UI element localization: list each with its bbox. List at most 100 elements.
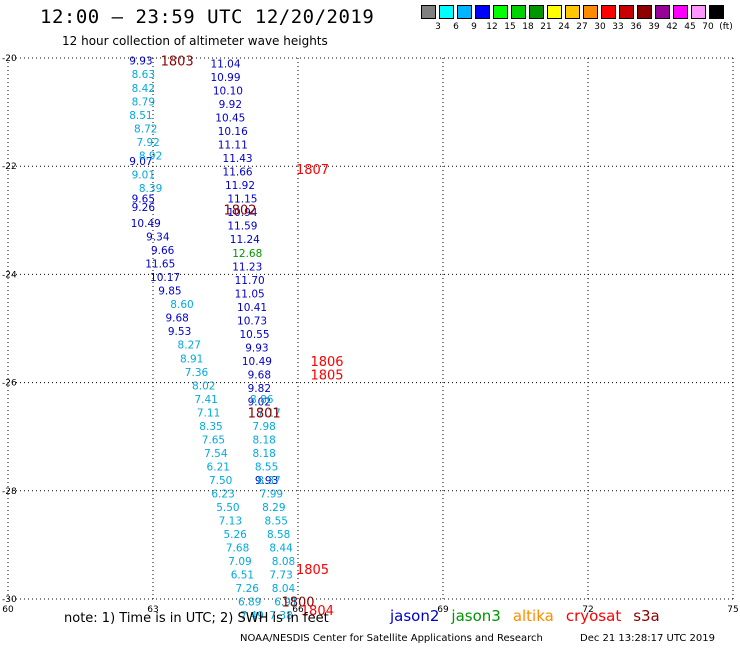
wave-height-value-jason2: 9.93 bbox=[255, 475, 278, 487]
wave-height-value-cryosat: 6.91 bbox=[274, 597, 297, 609]
legend-swatch bbox=[691, 5, 706, 19]
y-tick-label: -24 bbox=[2, 270, 17, 280]
wave-height-value-cryosat: 5.26 bbox=[223, 529, 247, 541]
wave-height-value-cryosat: 8.27 bbox=[178, 340, 201, 352]
wave-height-value-jason2: 10.99 bbox=[210, 72, 240, 84]
wave-height-value-cryosat: 8.92 bbox=[139, 150, 162, 162]
legend-swatch bbox=[439, 5, 454, 19]
legend-label: 30 bbox=[594, 22, 606, 32]
wave-height-value-cryosat: 7.09 bbox=[228, 556, 251, 568]
x-tick-label: 60 bbox=[2, 605, 14, 615]
wave-height-value-cryosat: 8.04 bbox=[272, 583, 296, 595]
wave-height-value-jason2: 11.70 bbox=[235, 275, 265, 287]
wave-height-value-cryosat: 8.60 bbox=[170, 299, 193, 311]
wave-height-value-jason2: 11.92 bbox=[225, 180, 255, 192]
legend-label: 15 bbox=[504, 22, 516, 32]
wave-height-value-jason2: 11.66 bbox=[223, 167, 253, 179]
wave-height-value-cryosat: 7.36 bbox=[185, 367, 209, 379]
wave-height-value-jason2: 9.07 bbox=[129, 156, 152, 168]
wave-height-value-jason2: 9.02 bbox=[248, 397, 271, 409]
wave-height-value-cryosat: 7.41 bbox=[194, 394, 217, 406]
wave-height-value-jason2: 10.49 bbox=[242, 356, 272, 368]
x-tick-label: 66 bbox=[292, 605, 304, 615]
x-tick-label: 72 bbox=[582, 605, 593, 615]
wave-height-value-jason2: 9.34 bbox=[146, 232, 170, 244]
wave-height-value-cryosat: 8.08 bbox=[272, 556, 295, 568]
wave-height-value-cryosat: 8.02 bbox=[192, 380, 215, 392]
wave-height-value-cryosat: 5.50 bbox=[216, 502, 239, 514]
pass-time-label: 1804 bbox=[301, 604, 334, 619]
generation-timestamp: Dec 21 13:28:17 UTC 2019 bbox=[580, 633, 715, 644]
footnote: note: 1) Time is in UTC; 2) SWH is in fe… bbox=[64, 611, 329, 626]
wave-height-value-cryosat: 8.35 bbox=[199, 421, 222, 433]
wave-height-value-jason2: 9.66 bbox=[151, 245, 175, 257]
x-tick-label: 63 bbox=[147, 605, 158, 615]
wave-height-value-cryosat: 6.51 bbox=[231, 570, 254, 582]
pass-time-label: 1800 bbox=[281, 596, 314, 611]
y-tick-label: -20 bbox=[2, 54, 17, 64]
wave-height-value-cryosat: 8.42 bbox=[132, 83, 155, 95]
wave-height-value-jason2: 9.68 bbox=[165, 313, 188, 325]
pass-time-label: 1802 bbox=[223, 203, 256, 218]
wave-height-value-cryosat: 8.29 bbox=[262, 502, 285, 514]
wave-height-value-cryosat: 8.72 bbox=[134, 123, 157, 135]
wave-height-value-jason2: 11.11 bbox=[218, 140, 248, 152]
chart-subtitle: 12 hour collection of altimeter wave hei… bbox=[62, 34, 328, 48]
legend-label: 21 bbox=[540, 22, 552, 32]
wave-height-value-jason2: 10.41 bbox=[237, 302, 267, 314]
chart-title: 12:00 – 23:59 UTC 12/20/2019 bbox=[40, 6, 375, 28]
wave-height-value-cryosat: 8.18 bbox=[252, 434, 275, 446]
wave-height-value-jason2: 11.59 bbox=[227, 221, 257, 233]
wave-height-value-cryosat: 6.21 bbox=[207, 461, 230, 473]
legend-label: 45 bbox=[684, 22, 696, 32]
wave-height-value-jason2: 10.45 bbox=[215, 113, 245, 125]
wave-height-value-cryosat: 7.92 bbox=[136, 137, 159, 149]
pass-time-label: 1801 bbox=[248, 406, 281, 421]
wave-height-value-cryosat: 6.23 bbox=[211, 489, 234, 501]
legend-label: 3 bbox=[435, 22, 441, 32]
pass-time-label: 1807 bbox=[296, 163, 329, 178]
legend-swatch bbox=[475, 5, 490, 19]
wave-height-value-jason2: 10.94 bbox=[227, 207, 257, 219]
wave-height-value-cryosat: 8.55 bbox=[265, 516, 288, 528]
wave-height-value-jason2: 9.85 bbox=[158, 286, 181, 298]
wave-height-value-jason2: 11.04 bbox=[210, 58, 240, 70]
wave-height-value-cryosat: 7.98 bbox=[252, 421, 275, 433]
legend-label: (ft) bbox=[719, 22, 733, 32]
satellite-legend-s3a: s3a bbox=[633, 607, 660, 625]
wave-height-value-jason2: 9.65 bbox=[132, 194, 155, 206]
satellite-legend-cryosat: cryosat bbox=[565, 607, 622, 625]
wave-height-value-jason2: 11.15 bbox=[227, 194, 257, 206]
legend-label: 27 bbox=[576, 22, 588, 32]
wave-height-value-jason2: 9.92 bbox=[219, 99, 242, 111]
wave-height-value-jason2: 9.68 bbox=[248, 369, 271, 381]
legend-swatch bbox=[565, 5, 580, 19]
wave-height-value-cryosat: 8.18 bbox=[252, 448, 275, 460]
pass-time-label: 1806 bbox=[310, 355, 343, 370]
legend-label: 42 bbox=[666, 22, 678, 32]
y-tick-label: -22 bbox=[2, 162, 17, 172]
legend-swatch bbox=[673, 5, 688, 19]
wave-height-value-jason2: 11.24 bbox=[230, 234, 260, 246]
legend-label: 36 bbox=[630, 22, 642, 32]
wave-height-value-cryosat: 7.13 bbox=[219, 516, 242, 528]
legend-swatch bbox=[547, 5, 562, 19]
wave-height-value-jason2: 10.73 bbox=[237, 315, 267, 327]
credit-line: NOAA/NESDIS Center for Satellite Applica… bbox=[240, 633, 543, 644]
wave-height-value-cryosat: 7.65 bbox=[202, 434, 225, 446]
legend-swatch bbox=[637, 5, 652, 19]
wave-height-value-jason2: 10.49 bbox=[131, 218, 161, 230]
wave-height-value-cryosat: 8.86 bbox=[250, 394, 274, 406]
satellite-legend: jason2 jason3 altika cryosat s3a bbox=[390, 607, 672, 625]
x-tick-label: 69 bbox=[437, 605, 449, 615]
wave-height-value-jason2: 11.65 bbox=[145, 259, 175, 271]
wave-height-value-cryosat: 7.38 bbox=[269, 610, 292, 622]
x-tick-label: 75 bbox=[727, 605, 738, 615]
legend-label: 18 bbox=[522, 22, 534, 32]
legend-label: 9 bbox=[471, 22, 477, 32]
y-tick-label: -26 bbox=[2, 379, 17, 389]
wave-height-value-jason2: 10.17 bbox=[150, 272, 180, 284]
wave-height-value-cryosat: 7.50 bbox=[209, 475, 232, 487]
wave-height-value-cryosat: 8.37 bbox=[257, 475, 280, 487]
